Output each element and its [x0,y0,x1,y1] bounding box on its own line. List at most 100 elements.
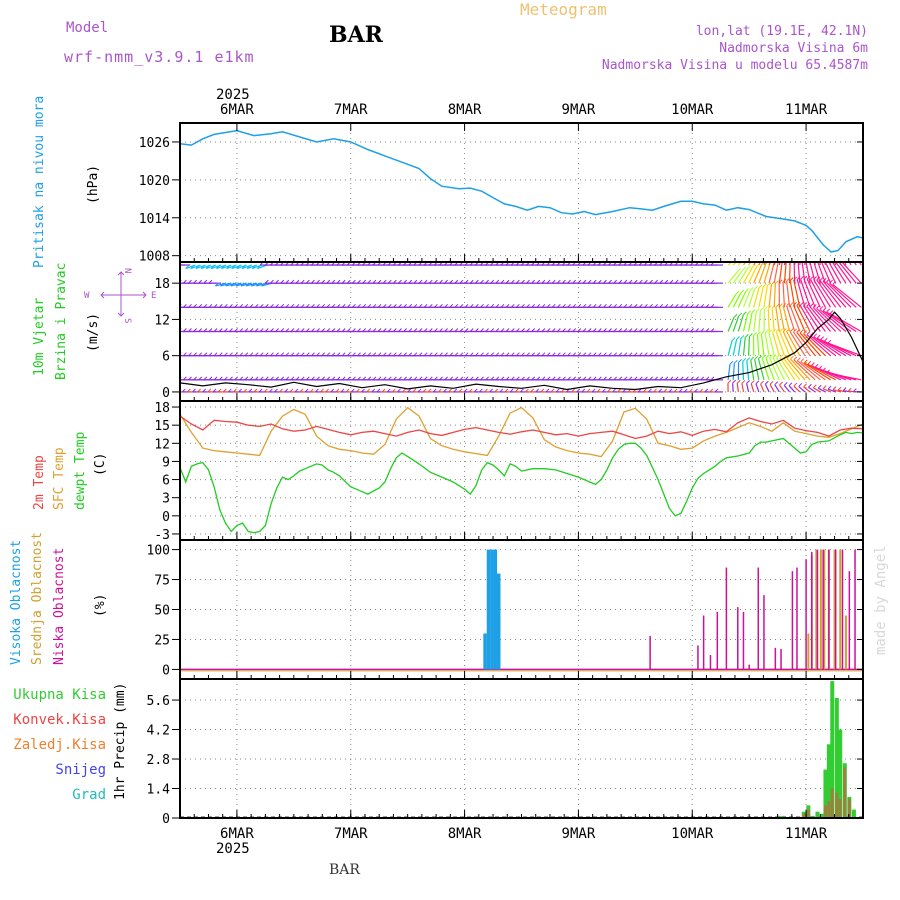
wind-barb-feather [398,303,402,308]
wind-barb-feather [367,352,372,357]
wind-barb-feather [819,277,824,281]
wind-barb [768,284,773,308]
wind-barb-feather [422,388,427,393]
precip-total-bar [834,697,839,818]
wind-barb [230,282,242,287]
wind-barb-feather [789,277,794,281]
wind-barb-feather [408,328,413,332]
cloud-low-bar [816,549,819,670]
wind-barb-feather [444,352,448,357]
y-tick-label: 4.2 [147,724,170,739]
wind-barb-feather [814,363,819,368]
wind-barb-feather [827,385,832,390]
wind-barb-feather [382,376,387,381]
wind-barb-feather [325,388,330,393]
wind-barb-feather [275,328,279,332]
wind-barb-feather [535,388,540,393]
wind-barb-feather [403,328,407,332]
wind-barb-feather [642,388,647,393]
wind-barb-feather [238,388,242,393]
wind-barb [819,308,847,332]
wind-barb-feather [683,388,688,393]
wind-barb [748,265,758,284]
wind-barb-feather [807,360,812,365]
wind-barb-feather [659,303,664,308]
wind-barb-feather [746,380,750,384]
wind-barb-feather [449,328,454,332]
wind-barb-feather [418,352,423,357]
wind-barb-feather [495,303,500,308]
cloud-high-bar [496,573,501,670]
cloud-mid-bar [823,549,826,670]
wind-barb-feather [779,381,783,386]
wind-barb-feather [236,265,241,269]
wind-barb-feather [499,388,504,393]
wind-barb-feather [316,376,320,381]
wind-barb [788,262,791,284]
wind-barb-feather [628,279,633,284]
wind-barb-feather [239,352,244,357]
wind-barb-feather [831,230,834,233]
wind-barb [803,333,826,357]
wind-barb-feather [311,303,315,308]
wind-barb-feather [531,352,536,357]
wind-barb-feather [779,354,784,359]
wind-barb-feather [832,386,837,390]
wind-barb-feather [551,279,556,284]
wind-barb-feather [428,352,433,357]
wind-barb-feather [510,376,515,381]
wind-barb-feather [444,303,448,308]
wind-barb [727,262,733,266]
wind-barb-feather [760,307,764,311]
wind-barb-feather [403,376,407,381]
wind-barb [829,262,832,266]
wind-barb-feather [551,376,556,381]
wind-barb-feather [623,279,628,284]
axis-ticks: 1008101410201026061218-30369121518025507… [139,123,864,827]
wind-barb [225,282,237,287]
wind-barb [774,384,780,393]
top-date-label: 9MAR [562,102,596,118]
wind-barb-feather [275,279,279,284]
wind-barb-feather [811,362,815,366]
wind-barb [786,358,806,381]
wind-barb-feather [664,303,669,308]
temp-unit: (C) [93,453,108,476]
wind-barb-feather [669,279,674,284]
wind-barb-feather [208,328,213,332]
wind-barb-feather [773,242,776,245]
wind-barb-feather [398,376,402,381]
cloud-bars [180,549,863,672]
wind-barb [829,313,862,333]
wind-barb-feather [275,376,279,381]
wind-barb-feather [233,388,237,393]
wind-barb-feather [459,279,464,284]
wind-barb-feather [300,376,305,381]
wind-barb-feather [822,367,826,372]
cloud-low-bar [834,549,837,670]
wind-barb-feather [198,328,203,332]
wind-barb-feather [562,279,566,284]
wind-barb-feather [823,337,828,342]
wind-barb-feather [251,265,256,269]
wind-barb-feather [628,303,633,308]
wind-barb-feather [556,352,561,357]
wind-barb-feather [587,352,592,357]
wind-barb-feather [203,352,208,357]
wind-barb-feather [240,282,245,287]
wind-barb-feather [674,328,679,332]
y-tick-label: 25 [154,633,170,648]
wind-barb-feather [759,247,762,250]
wind-barb [760,383,765,393]
wind-barb-feather [710,328,715,332]
wind-barb-feather [613,303,618,308]
wind-barb-feather [474,279,479,284]
wind-barb-feather [826,369,830,374]
wind-barb [831,262,847,284]
wind-barb [737,338,742,356]
cloud-low-bar [848,571,851,670]
wind-barb [768,262,775,284]
wind-barb-feather [362,279,367,284]
panel-frame [179,122,864,263]
legend-snijeg: Snijeg [55,762,106,778]
